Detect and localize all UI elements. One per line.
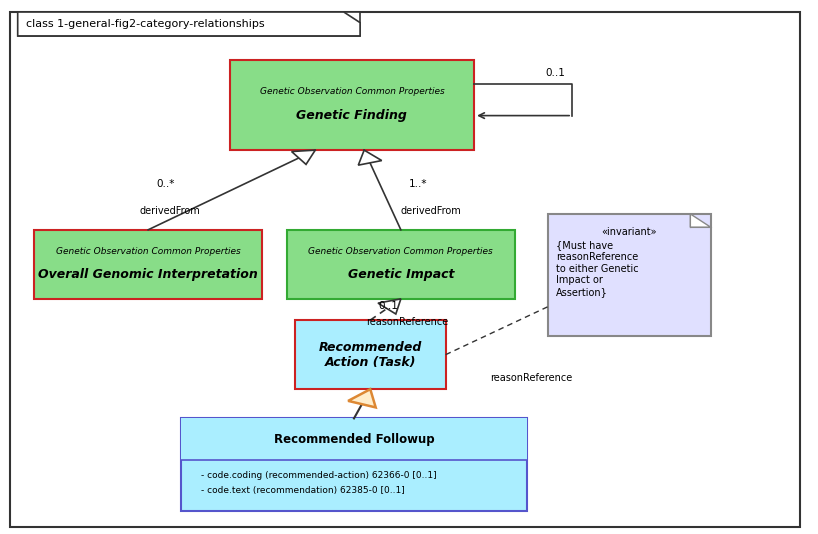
Text: - code.coding (recommended-action) 62366-0 [0..1]: - code.coding (recommended-action) 62366… [201,471,437,480]
Text: 1..*: 1..* [409,179,428,190]
Text: reasonReference: reasonReference [491,373,573,383]
Text: Recommended
Action (Task): Recommended Action (Task) [318,341,422,368]
Text: Impact or: Impact or [555,276,603,286]
Text: Genetic Observation Common Properties: Genetic Observation Common Properties [259,87,444,96]
Text: Assertion}: Assertion} [555,287,608,297]
Text: 0..1: 0..1 [546,68,566,78]
FancyBboxPatch shape [181,419,528,460]
FancyBboxPatch shape [10,12,800,527]
Text: Genetic Finding: Genetic Finding [296,109,407,122]
Text: derivedFrom: derivedFrom [401,206,461,216]
Polygon shape [690,214,711,227]
Polygon shape [18,12,360,36]
Text: 0..*: 0..* [156,179,175,190]
FancyBboxPatch shape [294,320,446,389]
Text: Genetic Observation Common Properties: Genetic Observation Common Properties [308,247,493,256]
Text: class 1-general-fig2-category-relationships: class 1-general-fig2-category-relationsh… [26,19,264,29]
Text: reasonReference: reasonReference [366,317,448,327]
Polygon shape [348,389,375,407]
Text: Genetic Observation Common Properties: Genetic Observation Common Properties [56,247,240,256]
FancyBboxPatch shape [287,230,515,299]
Text: {Must have: {Must have [555,240,613,250]
FancyBboxPatch shape [181,419,528,512]
Text: reasonReference: reasonReference [555,252,638,262]
Text: derivedFrom: derivedFrom [140,206,200,216]
FancyBboxPatch shape [230,60,474,150]
Text: 0..1: 0..1 [379,302,398,311]
Text: - code.text (recommendation) 62385-0 [0..1]: - code.text (recommendation) 62385-0 [0.… [201,486,405,494]
Text: to either Genetic: to either Genetic [555,264,638,274]
Polygon shape [378,299,401,314]
Polygon shape [291,150,315,164]
Text: Overall Genomic Interpretation: Overall Genomic Interpretation [38,269,258,281]
Polygon shape [358,150,382,165]
FancyBboxPatch shape [547,214,711,336]
Text: Genetic Impact: Genetic Impact [348,269,454,281]
Text: Recommended Followup: Recommended Followup [274,433,434,446]
FancyBboxPatch shape [34,230,263,299]
FancyBboxPatch shape [18,12,360,36]
Text: «invariant»: «invariant» [601,227,657,237]
